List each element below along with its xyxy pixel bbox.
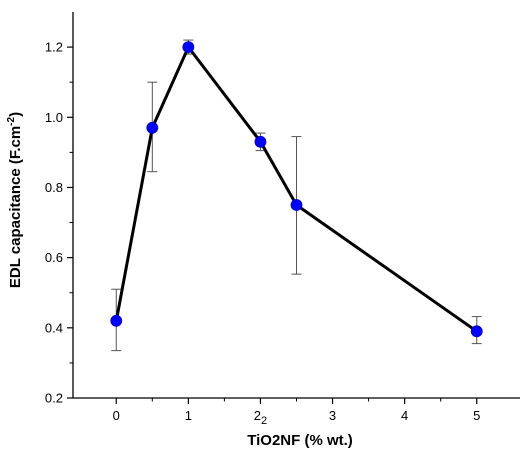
series-line [114, 45, 478, 333]
x-tick-label: 1 [185, 408, 192, 423]
data-points [110, 41, 483, 338]
x-axis-title: TiO2NF (% wt.) [247, 432, 353, 449]
data-point [254, 135, 267, 148]
x-tick-label: 5 [473, 408, 480, 423]
y-axis-title-superscript: -2 [6, 116, 17, 125]
y-tick-label: 0.6 [45, 250, 63, 265]
error-bars [111, 39, 482, 352]
y-tick-label: 0.8 [45, 180, 63, 195]
x-tick-label: 3 [329, 408, 336, 423]
x-tick-label-subscript: 2 [261, 415, 267, 427]
x-tick-label: 0 [113, 408, 120, 423]
ticks: 0.2 0.4 0.6 0.8 1.0 1.2 0 1 22 3 4 5 [45, 40, 480, 427]
y-tick-label: 0.4 [45, 320, 63, 335]
y-axis-title-main: EDL capacitance (F.cm [7, 126, 24, 288]
labels: TiO2NF (% wt.) EDL capacitance (F.cm-2) [6, 112, 353, 449]
data-point [290, 199, 303, 211]
y-tick-label: 0.2 [45, 391, 63, 406]
x-tick-label: 4 [401, 408, 408, 423]
data-point [470, 325, 483, 338]
data-point [182, 41, 195, 53]
y-tick-label: 1.2 [45, 40, 63, 55]
data-point [146, 121, 159, 134]
y-axis-title: EDL capacitance (F.cm-2) [6, 112, 24, 288]
y-axis-title-close: ) [7, 112, 24, 117]
data-point [110, 314, 123, 327]
series-lines [114, 45, 478, 333]
y-tick-label: 1.0 [45, 110, 63, 125]
x-tick-label: 22 [254, 408, 267, 427]
